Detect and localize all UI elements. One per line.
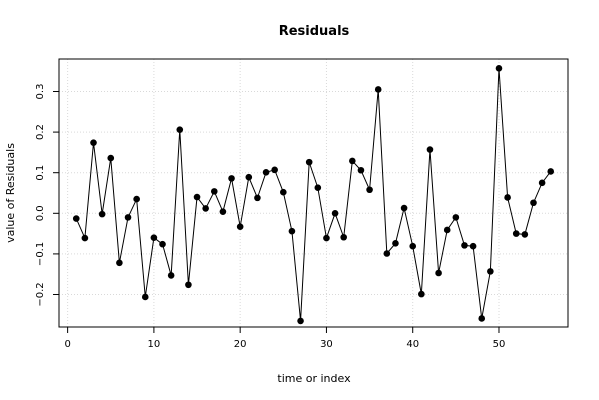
x-tick-label: 20 [234,339,247,350]
data-point [288,227,296,235]
data-point [176,126,184,133]
y-tick-label: 0.0 [35,205,46,221]
y-tick-label: −0.1 [35,242,46,266]
plot-area [58,58,569,328]
data-point [271,166,278,174]
data-point [90,139,97,146]
y-axis-label: value of Residuals [4,143,17,243]
data-point [357,166,365,174]
data-point [159,240,166,248]
data-point [443,226,451,234]
data-point [538,179,546,187]
data-point [392,240,399,247]
data-point [409,242,417,250]
data-point [487,268,494,275]
x-tick-label: 30 [320,339,333,350]
data-point [116,259,123,267]
series-residuals [72,65,555,325]
data-point [133,195,140,203]
data-point [254,194,261,202]
x-tick-label: 0 [64,339,70,350]
data-point [98,210,106,218]
data-point [435,269,442,277]
data-point [478,315,486,322]
x-axis: 0 10 20 30 40 50 [64,327,505,350]
data-point [331,210,339,217]
grid [59,59,568,327]
data-point [452,214,460,221]
data-point [219,208,227,215]
data-point [81,234,89,242]
data-point [297,317,304,325]
data-point [383,250,391,257]
data-point [521,231,529,238]
x-tick-label: 40 [406,339,419,350]
y-tick-label: −0.2 [35,282,46,306]
data-point [400,204,408,212]
data-point [366,186,373,194]
data-point [245,173,253,181]
data-point [530,199,537,207]
data-point [210,188,218,195]
y-tick-label: 0.1 [35,165,46,181]
y-tick-label: 0.3 [35,84,46,100]
chart-title: Residuals [279,24,350,39]
data-point [323,234,330,242]
data-point [193,193,201,201]
data-point [202,205,209,212]
data-point [495,65,503,72]
data-point [314,184,322,192]
data-point [418,290,425,298]
x-axis-label: time or index [277,372,351,385]
data-point [72,215,80,222]
data-point [262,168,270,176]
data-point [236,223,244,231]
data-point [228,175,235,182]
data-point [349,157,356,165]
y-tick-label: 0.2 [35,124,46,140]
data-point [124,214,132,221]
data-point [374,86,382,93]
data-point [167,272,175,279]
data-point [504,194,511,201]
series-line [75,68,552,321]
data-point [280,188,287,196]
data-point [512,230,520,237]
data-point [547,168,555,175]
x-tick-label: 10 [148,339,161,350]
data-point [150,234,158,241]
data-point [107,154,115,162]
x-tick-label: 50 [493,339,506,350]
data-point [305,158,313,166]
data-point [469,242,477,250]
data-point [185,281,192,289]
data-point [141,293,149,301]
y-axis: −0.2 −0.1 0.0 0.1 0.2 0.3 [35,84,59,307]
data-point [340,233,347,241]
data-point [461,242,468,249]
data-point [426,146,434,153]
